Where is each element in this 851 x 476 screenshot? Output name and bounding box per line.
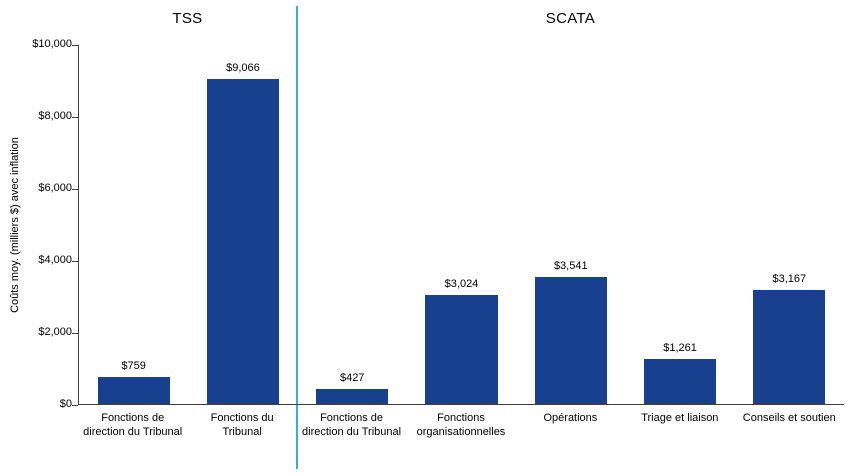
bar-value-label: $3,541 [553, 259, 588, 272]
category-label: Fonctions organisationnelles [416, 412, 506, 439]
bar-slot: $9,066 [188, 45, 297, 404]
bar [534, 276, 607, 404]
category-label: Fonctions de direction du Tribunal [83, 412, 183, 439]
x-axis-category-labels: Fonctions de direction du Tribunal Foncti… [78, 411, 844, 440]
bar-slot: $3,541 [516, 45, 625, 404]
bar-slot: $427 [298, 45, 407, 404]
bar [97, 376, 170, 404]
bar-value-label: $1,261 [663, 341, 697, 354]
group-title-tss: TSS [172, 10, 203, 27]
category-label: Opérations [543, 412, 598, 424]
y-tick-mark [72, 188, 78, 190]
category-label: Conseils et soutien [742, 412, 836, 424]
category-label: Fonctions du Tribunal [210, 412, 274, 439]
bar-value-label: $427 [339, 371, 365, 384]
bar-slot: $759 [79, 45, 188, 404]
group-title-scata: SCATA [545, 10, 596, 27]
plot-area: $759 $9,066 $427 $3,024 $3,541 $1,261 $3,167 [78, 45, 844, 405]
bar-slot: $1,261 [625, 45, 734, 404]
y-tick-mark [72, 116, 78, 118]
section-divider-line [295, 6, 298, 469]
category-label: Triage et liaison [641, 412, 719, 424]
y-tick-label: $10,000 [32, 38, 72, 50]
category-label: Fonctions de direction du Tribunal [302, 412, 402, 439]
bar [425, 295, 498, 404]
bar-slot: $3,024 [407, 45, 516, 404]
y-tick-label: $0 [59, 398, 72, 410]
bar-slot: $3,167 [735, 45, 844, 404]
bar [206, 78, 279, 404]
bar-value-label: $759 [121, 359, 146, 372]
y-tick-label: $4,000 [38, 254, 72, 266]
bar-value-label: $3,167 [772, 273, 807, 286]
y-tick-label: $2,000 [38, 326, 72, 338]
y-tick-label: $8,000 [38, 110, 72, 122]
y-tick-label: $6,000 [38, 182, 72, 194]
bar-value-label: $9,066 [226, 61, 260, 74]
y-tick-mark [72, 404, 78, 406]
y-tick-mark [72, 332, 78, 334]
bar [753, 290, 826, 404]
bar-value-label: $3,024 [444, 278, 479, 291]
bar [316, 388, 389, 404]
y-tick-mark [72, 260, 78, 262]
bar [643, 358, 717, 404]
y-tick-mark [72, 44, 78, 46]
y-axis-title: Coûts moy. (milliers $) avec inflation [9, 137, 21, 313]
